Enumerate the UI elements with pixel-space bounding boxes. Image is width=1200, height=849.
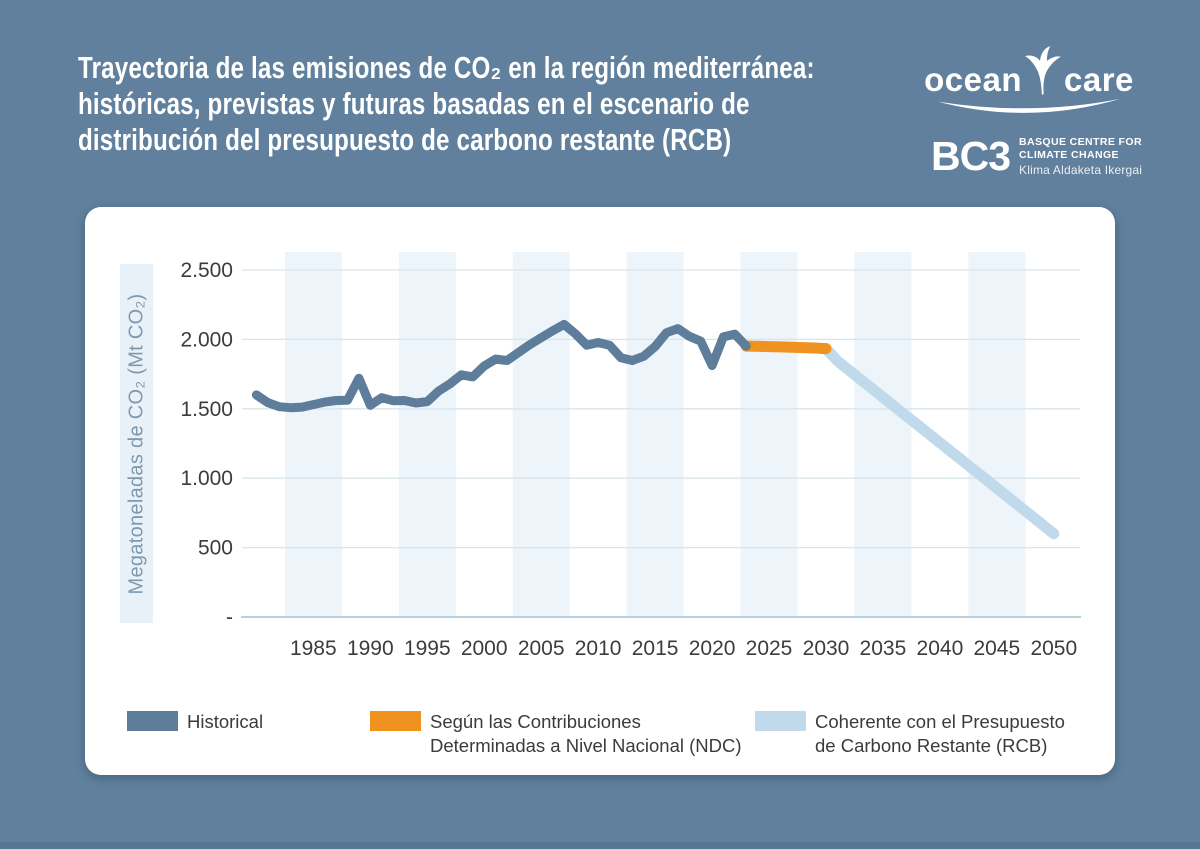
bc3-acronym: BC3 [931,133,1011,180]
x-tick-label: 2015 [632,637,679,660]
plot-stripe [398,252,456,617]
y-tick-label: 2.500 [180,259,233,282]
x-tick-label: 2020 [689,637,736,660]
series-historical [251,319,751,413]
x-tick-label: 1985 [290,637,337,660]
bottom-accent-bar [0,842,1200,849]
series-rcb [820,343,1060,540]
series-ndc [740,340,832,355]
plot-stripe [740,252,798,617]
y-tick-label: - [226,606,233,629]
bc3-line1: BASQUE CENTRE FOR [1019,136,1142,148]
legend-item-rcb: Coherente con el Presupuesto de Carbono … [755,710,1065,757]
bc3-text-block: BASQUE CENTRE FOR CLIMATE CHANGE Klima A… [1019,136,1142,177]
x-tick-label: 2040 [917,637,964,660]
legend-label-ndc: Según las Contribuciones Determinadas a … [430,711,742,756]
x-tick-label: 2030 [803,637,850,660]
legend-item-ndc: Según las Contribuciones Determinadas a … [370,710,742,757]
x-tick-label: 2035 [860,637,907,660]
plot-stripe [968,252,1026,617]
legend-label-rcb: Coherente con el Presupuesto de Carbono … [815,711,1065,756]
legend-swatch-historical [127,711,178,731]
chart-canvas: 2.500 2.000 1.500 1.000 500 - 1985 1990 1995 2000… [180,252,1081,660]
x-tick-label: 2045 [973,637,1020,660]
x-tick-label: 1990 [347,637,394,660]
plot-stripe [284,252,342,617]
legend-swatch-ndc [370,711,421,731]
bc3-line2: CLIMATE CHANGE [1019,149,1119,162]
chart-card: 2.500 2.000 1.500 1.000 500 - 1985 1990 1995 2000… [85,207,1115,775]
legend-swatch-rcb [755,711,806,731]
x-tick-label: 2000 [461,637,508,660]
y-tick-label: 500 [198,537,233,560]
y-tick-label: 1.000 [180,467,233,490]
y-axis-title-band: Megatoneladas de CO₂ (Mt CO₂) [120,264,153,623]
x-tick-label: 2005 [518,637,565,660]
x-tick-label: 2050 [1030,637,1077,660]
x-tick-label: 2025 [746,637,793,660]
x-tick-label: 1995 [404,637,451,660]
whale-tail-icon [1025,46,1061,95]
plot-stripe [626,252,684,617]
y-axis-title: Megatoneladas de CO₂ (Mt CO₂) [125,292,147,595]
swoosh-icon [937,98,1121,113]
oceancare-word-ocean: ocean [924,61,1022,98]
y-tick-label: 2.000 [180,328,233,351]
x-tick-label: 2010 [575,637,622,660]
bc3-line3: Klima Aldaketa Ikergai [1019,163,1143,178]
page-title: Trayectoria de las emisiones de CO₂ en l… [78,50,815,157]
plot-stripe [512,252,570,617]
oceancare-logo: ocean care [924,38,1134,98]
plot-stripe [854,252,912,617]
oceancare-word-care: care [1063,61,1134,98]
bc3-logo: BC3 BASQUE CENTRE FOR CLIMATE CHANGE Kli… [931,133,1142,180]
legend-label-historical: Historical [187,711,264,732]
y-tick-label: 1.500 [180,398,233,421]
legend-item-historical: Historical [127,710,263,734]
